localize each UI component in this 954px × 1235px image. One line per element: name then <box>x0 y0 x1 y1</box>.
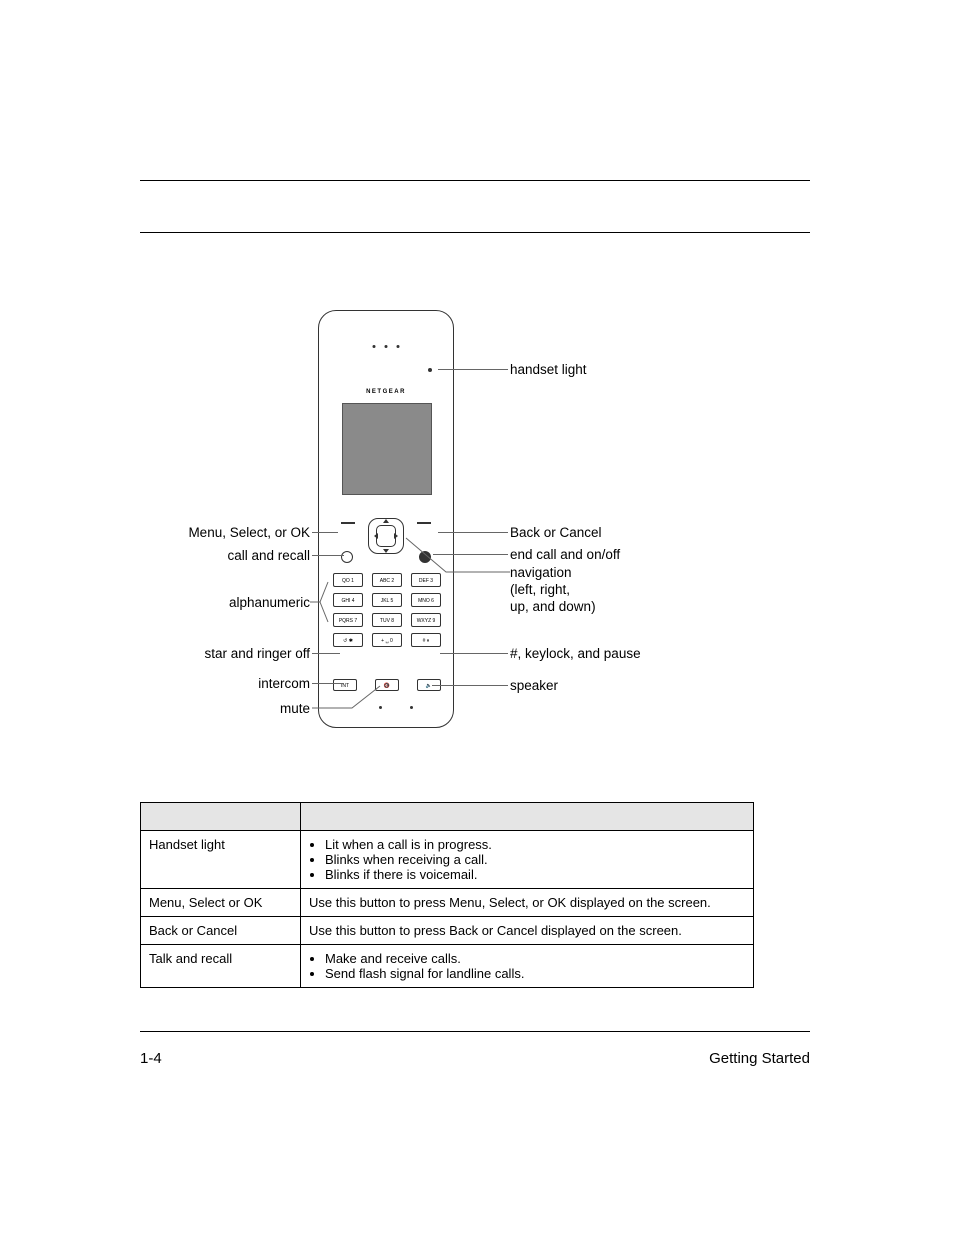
label-menu-select-ok: Menu, Select, or OK <box>188 524 310 541</box>
brand-label: NETGEAR <box>366 389 406 395</box>
label-navigation-3: up, and down) <box>510 598 596 615</box>
key-8: TUV 8 <box>372 613 402 627</box>
lcd-screen <box>342 403 432 495</box>
feature-table: Handset light Lit when a call is in prog… <box>140 802 754 988</box>
label-call-recall: call and recall <box>227 547 310 564</box>
feature-description: Make and receive calls. Send flash signa… <box>301 945 754 988</box>
feature-name: Talk and recall <box>141 945 301 988</box>
footer-rule <box>140 1031 810 1032</box>
handset-light-icon <box>428 368 432 372</box>
leader-line <box>406 538 510 574</box>
page-number: 1-4 <box>140 1050 162 1067</box>
label-alphanumeric: alphanumeric <box>229 594 310 611</box>
leader-line <box>312 555 344 556</box>
nav-down-icon <box>383 549 389 553</box>
footer-section-name: Getting Started <box>709 1050 810 1067</box>
leader-line <box>312 532 338 533</box>
softkey-left-icon <box>341 522 355 524</box>
key-6: MNO 6 <box>411 593 441 607</box>
feature-name: Back or Cancel <box>141 917 301 945</box>
key-9: WXYZ 9 <box>411 613 441 627</box>
table-row: Handset light Lit when a call is in prog… <box>141 831 754 889</box>
alphanumeric-bracket-icon <box>310 578 340 638</box>
nav-right-icon <box>394 533 398 539</box>
nav-left-icon <box>374 533 378 539</box>
leader-line <box>440 653 508 654</box>
key-hash: # ⏸ <box>411 633 441 647</box>
leader-line <box>438 532 508 533</box>
key-3: DEF 3 <box>411 573 441 587</box>
label-mute: mute <box>280 700 310 717</box>
speaker-dots <box>373 345 400 348</box>
softkey-right-icon <box>417 522 431 524</box>
label-handset-light: handset light <box>510 361 587 378</box>
leader-line <box>312 653 340 654</box>
feature-description: Lit when a call is in progress. Blinks w… <box>301 831 754 889</box>
table-header-feature <box>141 803 301 831</box>
feature-description: Use this button to press Back or Cancel … <box>301 917 754 945</box>
table-header-description <box>301 803 754 831</box>
leader-line <box>312 682 382 712</box>
header-rule-1 <box>140 180 810 181</box>
label-end-call-onoff: end call and on/off <box>510 546 620 563</box>
feature-name: Menu, Select or OK <box>141 889 301 917</box>
header-rule-2 <box>140 232 810 233</box>
label-speaker: speaker <box>510 677 558 694</box>
label-hash-keylock-pause: #, keylock, and pause <box>510 645 641 662</box>
nav-up-icon <box>383 519 389 523</box>
label-navigation-2: (left, right, <box>510 581 570 598</box>
bottom-dot-2 <box>410 706 413 709</box>
handset-outline: NETGEAR QO 1 ABC 2 DEF 3 GHI 4 JKL 5 <box>318 310 454 728</box>
page: NETGEAR QO 1 ABC 2 DEF 3 GHI 4 JKL 5 <box>0 0 954 1235</box>
label-navigation-1: navigation <box>510 564 572 581</box>
label-intercom: intercom <box>258 675 310 692</box>
label-star-ringer: star and ringer off <box>204 645 310 662</box>
key-2: ABC 2 <box>372 573 402 587</box>
handset-diagram: NETGEAR QO 1 ABC 2 DEF 3 GHI 4 JKL 5 <box>140 310 810 740</box>
label-back-cancel: Back or Cancel <box>510 524 602 541</box>
leader-line <box>438 369 508 370</box>
key-5: JKL 5 <box>372 593 402 607</box>
feature-name: Handset light <box>141 831 301 889</box>
table-row: Talk and recall Make and receive calls. … <box>141 945 754 988</box>
feature-description: Use this button to press Menu, Select, o… <box>301 889 754 917</box>
talk-icon <box>341 551 353 563</box>
leader-line <box>432 685 508 686</box>
table-row: Back or Cancel Use this button to press … <box>141 917 754 945</box>
key-0: + ␣ 0 <box>372 633 402 647</box>
nav-pad-inner <box>376 525 396 547</box>
keypad: QO 1 ABC 2 DEF 3 GHI 4 JKL 5 MNO 6 PQRS … <box>333 573 441 653</box>
table-row: Menu, Select or OK Use this button to pr… <box>141 889 754 917</box>
